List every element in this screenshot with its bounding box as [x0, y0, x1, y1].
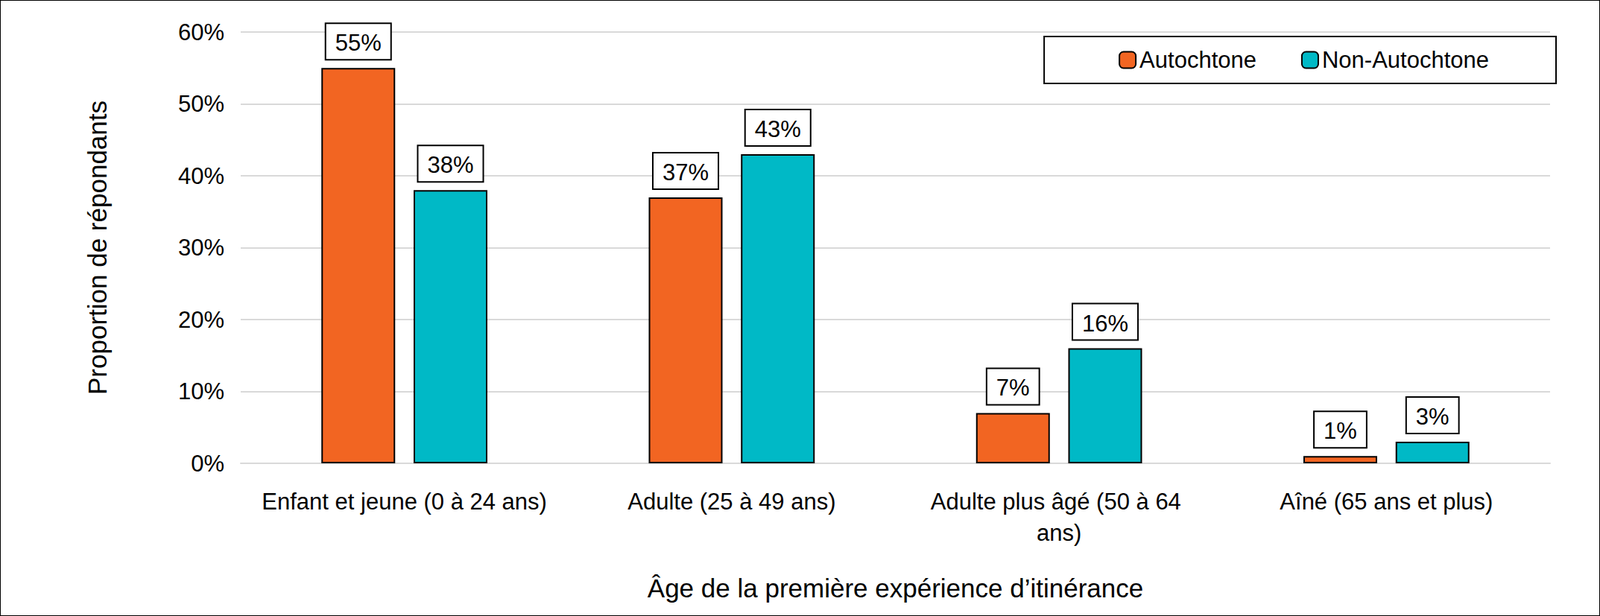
svg-text:37%: 37%	[662, 159, 709, 186]
svg-text:Non-Autochtone: Non-Autochtone	[1322, 46, 1489, 74]
svg-text:Proportion de répondants: Proportion de répondants	[82, 100, 112, 395]
svg-text:Aîné (65 ans et plus): Aîné (65 ans et plus)	[1279, 488, 1493, 515]
svg-text:55%: 55%	[335, 29, 382, 56]
svg-text:60%: 60%	[178, 19, 225, 46]
svg-text:20%: 20%	[178, 307, 225, 334]
svg-text:10%: 10%	[178, 378, 225, 405]
svg-text:30%: 30%	[178, 234, 225, 261]
svg-text:40%: 40%	[178, 163, 225, 190]
svg-text:Adulte plus âgé (50 à 64: Adulte plus âgé (50 à 64	[930, 488, 1188, 515]
svg-text:1%: 1%	[1323, 418, 1358, 445]
svg-text:ans): ans)	[1036, 520, 1082, 547]
svg-text:Enfant et jeune (0 à 24 ans): Enfant et jeune (0 à 24 ans)	[261, 488, 547, 515]
svg-text:0%: 0%	[190, 450, 225, 477]
svg-text:Âge de la première expérience: Âge de la première expérience d’itinéran…	[647, 573, 1144, 603]
svg-text:16%: 16%	[1082, 310, 1129, 337]
svg-text:Adulte (25 à 49 ans): Adulte (25 à 49 ans)	[627, 488, 836, 515]
svg-text:3%: 3%	[1415, 403, 1450, 430]
svg-text:50%: 50%	[178, 90, 225, 118]
svg-text:Autochtone: Autochtone	[1139, 46, 1257, 74]
svg-text:43%: 43%	[754, 116, 802, 143]
svg-text:7%: 7%	[996, 374, 1030, 401]
svg-text:38%: 38%	[427, 152, 474, 179]
